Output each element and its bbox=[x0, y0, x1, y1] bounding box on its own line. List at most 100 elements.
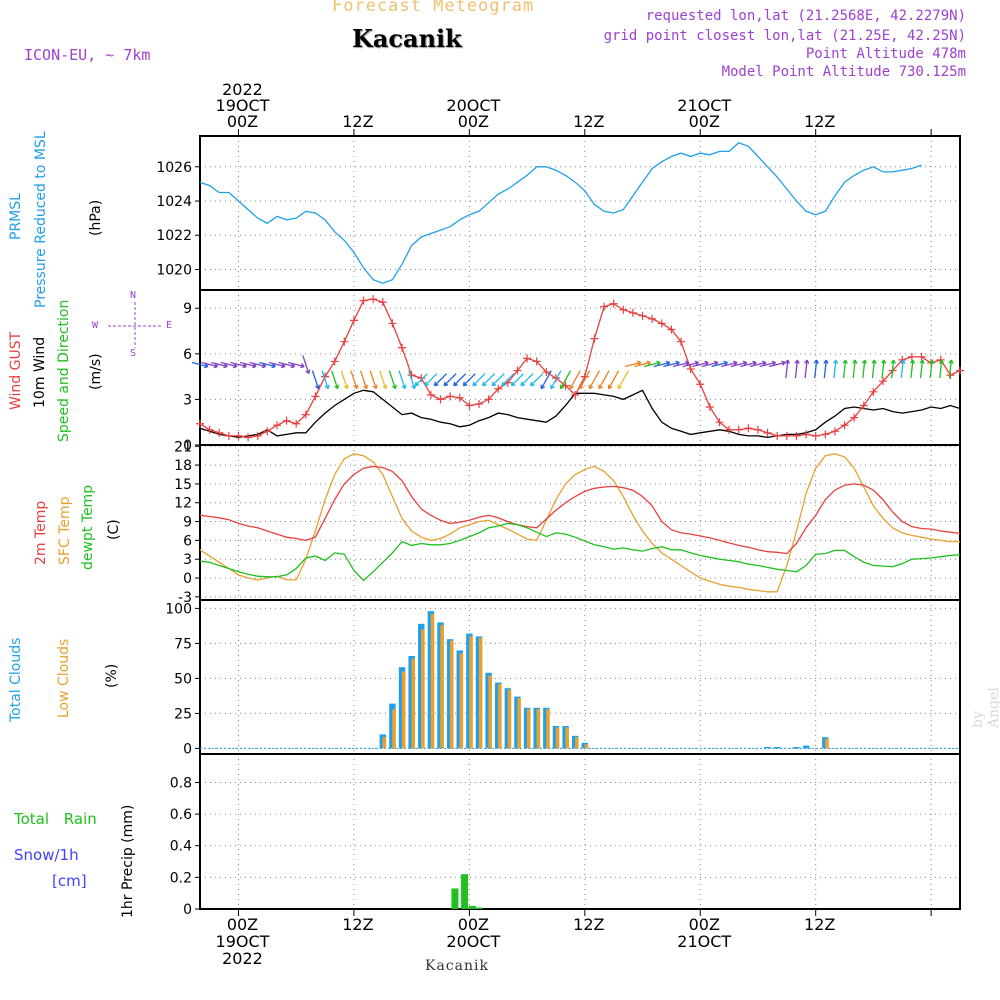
gust-marker bbox=[677, 337, 686, 346]
wind-arrow-shaft bbox=[482, 373, 496, 387]
x-label-top: 00Z bbox=[458, 112, 489, 131]
wind-arrow-shaft bbox=[730, 361, 747, 368]
y-tick-label: 0.2 bbox=[170, 870, 192, 886]
wind-arrow-shaft bbox=[939, 359, 943, 379]
low-cloud-bar bbox=[421, 629, 425, 749]
wind-arrow-head bbox=[823, 359, 829, 364]
compass-arrows-icon bbox=[108, 302, 162, 348]
wind-arrow-shaft bbox=[540, 370, 552, 389]
gust-marker bbox=[782, 431, 791, 440]
low-cloud-bar bbox=[392, 709, 396, 749]
wind-arrow-shaft bbox=[701, 361, 719, 368]
wind-arrow-shaft bbox=[948, 359, 953, 379]
gust-marker bbox=[936, 355, 945, 364]
gust-marker bbox=[196, 419, 204, 428]
panel-frame bbox=[199, 444, 961, 601]
gust-marker bbox=[715, 418, 724, 427]
wind-arrow-shaft bbox=[340, 370, 348, 389]
y-tick-label: 3 bbox=[183, 552, 192, 568]
wind-arrow-shaft bbox=[608, 370, 620, 389]
y-tick-label: 1020 bbox=[156, 262, 192, 278]
pressure-panel: 1020 1022 1024 1026 bbox=[156, 135, 961, 291]
gust-marker bbox=[378, 298, 387, 307]
gust-marker bbox=[734, 425, 743, 434]
gust-marker bbox=[907, 352, 916, 361]
x-label-top: 00Z bbox=[227, 112, 258, 131]
x-label-bottom: 00Z bbox=[689, 915, 720, 934]
low-cloud-bar bbox=[411, 658, 416, 749]
wind-arrow-head bbox=[588, 384, 594, 390]
y-tick-label: 12 bbox=[174, 496, 192, 512]
rain-bar bbox=[461, 874, 469, 909]
temperature-panel: -3 0 3 6 9 12 15 18 21 bbox=[174, 439, 961, 606]
panel-frame bbox=[199, 753, 961, 910]
rain-bar bbox=[475, 907, 483, 909]
wind-arrow-shaft bbox=[862, 359, 866, 379]
wind-arrow-head bbox=[443, 381, 449, 387]
x-label-bottom: 20OCT bbox=[446, 932, 500, 951]
wind-arrow-shaft bbox=[929, 359, 933, 379]
y-tick-label: 1026 bbox=[156, 160, 192, 176]
x-label-bottom: 12Z bbox=[804, 915, 835, 934]
wind-arrow-shaft bbox=[302, 355, 310, 374]
gust-marker bbox=[821, 430, 830, 439]
x-label-bottom: 2022 bbox=[222, 949, 263, 968]
wind-arrow-shaft bbox=[663, 361, 680, 368]
wind-arrow-shaft bbox=[443, 373, 457, 387]
wind-arrow-head bbox=[550, 384, 555, 390]
gust-marker bbox=[802, 430, 811, 439]
gust-line bbox=[199, 298, 961, 439]
gust-marker bbox=[638, 311, 647, 320]
total-cloud-bar bbox=[802, 745, 810, 749]
total-cloud-bar bbox=[764, 747, 771, 749]
wind-arrow-head bbox=[890, 359, 896, 364]
low-cloud-bar bbox=[526, 709, 531, 749]
wind-arrow-head bbox=[424, 381, 429, 387]
point-altitude: Point Altitude 478m bbox=[805, 46, 966, 62]
gust-marker bbox=[840, 421, 849, 430]
gust-marker bbox=[898, 355, 907, 364]
y-tick-label: 0 bbox=[183, 438, 192, 454]
wind-arrow-shaft bbox=[852, 359, 856, 379]
gust-marker bbox=[628, 308, 637, 317]
wind-arrow-shaft bbox=[211, 361, 228, 368]
gust-marker bbox=[859, 401, 868, 410]
wind-arrow-head bbox=[353, 384, 359, 390]
y-tick-label: 6 bbox=[183, 533, 192, 549]
wind-arrow-shaft bbox=[414, 373, 428, 387]
low-cloud-bar bbox=[478, 637, 483, 749]
gust-marker bbox=[224, 431, 233, 440]
wind-arrow-shaft bbox=[560, 370, 572, 389]
low-cloud-bar bbox=[382, 737, 387, 749]
wind-arrow-shaft bbox=[598, 370, 610, 389]
gust-marker bbox=[956, 366, 964, 375]
x-label-bottom: 00Z bbox=[227, 915, 258, 934]
gust-marker bbox=[455, 393, 464, 402]
wind-arrow-head bbox=[530, 381, 535, 387]
wind-arrow-head bbox=[414, 381, 420, 387]
low-cloud-bar bbox=[546, 709, 550, 749]
gust-marker bbox=[446, 392, 455, 401]
wind-arrow-head bbox=[607, 384, 613, 390]
gust-marker bbox=[301, 410, 310, 419]
wind-arrow-shaft bbox=[919, 359, 924, 379]
wind-arrow-shaft bbox=[624, 361, 642, 368]
precip-panel: 0 0.2 0.4 0.6 0.8 bbox=[170, 753, 961, 918]
low-cloud-bar bbox=[825, 738, 829, 749]
wind-arrow-shaft bbox=[424, 373, 438, 387]
x-label-bottom: 19OCT bbox=[216, 932, 270, 951]
wind-arrow-shaft bbox=[579, 370, 591, 389]
gust-marker bbox=[609, 299, 618, 308]
gust-marker bbox=[272, 421, 281, 430]
wind-arrow-head bbox=[938, 359, 945, 364]
panel-frame bbox=[199, 289, 961, 446]
wind-arrow-head bbox=[784, 359, 791, 364]
compass-icon: N W E S bbox=[90, 290, 185, 360]
temp-sfc-line bbox=[199, 453, 960, 593]
gust-marker bbox=[725, 425, 734, 434]
label-snow: Snow/1h bbox=[14, 846, 79, 864]
wind-arrow-shaft bbox=[350, 370, 358, 389]
y-tick-label: 0.6 bbox=[170, 807, 192, 823]
wind-arrow-head bbox=[300, 363, 305, 369]
x-label-bottom: 21OCT bbox=[677, 932, 731, 951]
